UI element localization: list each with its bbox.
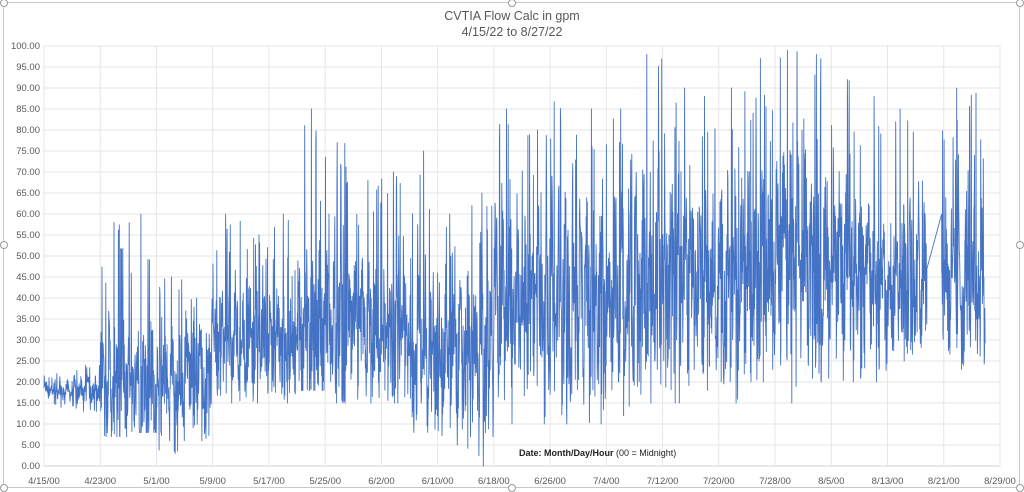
y-tick-label: 100.00 bbox=[11, 41, 40, 52]
x-tick-label: 8/29/00 bbox=[984, 476, 1016, 487]
x-tick-label: 5/17/00 bbox=[253, 476, 285, 487]
resize-handle-left[interactable] bbox=[0, 241, 8, 249]
y-tick-label: 45.00 bbox=[16, 272, 40, 283]
x-tick-label: 6/10/00 bbox=[422, 476, 454, 487]
x-tick-label: 6/2/00 bbox=[368, 476, 394, 487]
y-tick-label: 75.00 bbox=[16, 146, 40, 157]
x-tick-label: 6/26/00 bbox=[534, 476, 566, 487]
x-axis-ticks: 4/15/00 4/23/00 5/1/00 5/9/00 5/17/00 5/25/00… bbox=[28, 476, 1016, 487]
chart-title-block: CVTIA Flow Calc in gpm 4/15/22 to 8/27/2… bbox=[0, 8, 1024, 40]
x-tick-label: 4/23/00 bbox=[84, 476, 116, 487]
y-tick-label: 55.00 bbox=[16, 230, 40, 241]
y-tick-label: 80.00 bbox=[16, 125, 40, 136]
x-tick-label: 7/20/00 bbox=[703, 476, 735, 487]
x-tick-label: 8/13/00 bbox=[872, 476, 904, 487]
y-tick-label: 35.00 bbox=[16, 314, 40, 325]
y-tick-label: 70.00 bbox=[16, 167, 40, 178]
resize-handle-top-left[interactable] bbox=[0, 0, 8, 7]
y-tick-label: 85.00 bbox=[16, 104, 40, 115]
y-tick-label: 10.00 bbox=[16, 419, 40, 430]
x-tick-label: 5/25/00 bbox=[309, 476, 341, 487]
y-tick-label: 15.00 bbox=[16, 398, 40, 409]
y-tick-label: 40.00 bbox=[16, 293, 40, 304]
y-tick-label: 30.00 bbox=[16, 335, 40, 346]
y-tick-label: 50.00 bbox=[16, 251, 40, 262]
y-tick-label: 60.00 bbox=[16, 209, 40, 220]
chart-subtitle: 4/15/22 to 8/27/22 bbox=[461, 25, 563, 39]
x-tick-label: 7/12/00 bbox=[647, 476, 679, 487]
x-tick-label: 5/1/00 bbox=[143, 476, 169, 487]
x-tick-label: 6/18/00 bbox=[478, 476, 510, 487]
chart-title: CVTIA Flow Calc in gpm bbox=[444, 9, 580, 23]
y-axis-ticks: 0.00 5.00 10.00 15.00 20.00 25.00 30.00 35.00 40… bbox=[11, 41, 40, 472]
x-axis-label-main: Date: Month/Day/Hour bbox=[519, 448, 614, 458]
y-tick-label: 90.00 bbox=[16, 83, 40, 94]
y-tick-label: 65.00 bbox=[16, 188, 40, 199]
x-axis-label: Date: Month/Day/Hour (00 = Midnight) bbox=[519, 448, 676, 458]
x-tick-label: 8/5/00 bbox=[818, 476, 844, 487]
x-axis-label-note: (00 = Midnight) bbox=[616, 448, 677, 458]
y-tick-label: 25.00 bbox=[16, 356, 40, 367]
y-tick-label: 0.00 bbox=[22, 461, 41, 472]
resize-handle-top[interactable] bbox=[508, 0, 516, 7]
y-tick-label: 5.00 bbox=[22, 440, 41, 451]
x-tick-label: 5/9/00 bbox=[199, 476, 225, 487]
y-tick-label: 20.00 bbox=[16, 377, 40, 388]
x-tick-label: 7/28/00 bbox=[759, 476, 791, 487]
x-tick-label: 4/15/00 bbox=[28, 476, 60, 487]
flow-series-line bbox=[43, 49, 986, 467]
x-tick-label: 8/21/00 bbox=[928, 476, 960, 487]
y-tick-label: 95.00 bbox=[16, 62, 40, 73]
x-tick-label: 7/4/00 bbox=[593, 476, 619, 487]
